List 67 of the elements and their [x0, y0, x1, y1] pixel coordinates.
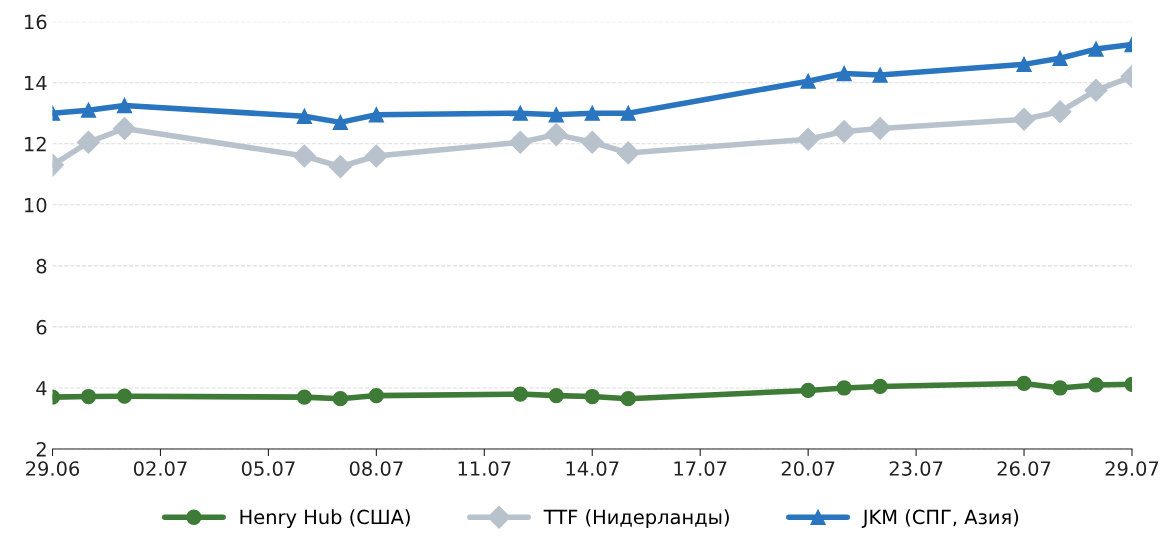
x-tick-label: 05.07 — [241, 461, 295, 476]
legend-label: TTF (Нидерланды) — [543, 509, 729, 529]
point — [1052, 50, 1068, 66]
x-tick-label: 20.07 — [781, 461, 835, 476]
x-tick-label: 26.07 — [997, 461, 1051, 476]
point — [584, 105, 600, 121]
point — [836, 380, 852, 396]
point — [368, 387, 384, 404]
point — [332, 114, 349, 131]
point — [796, 127, 820, 151]
point — [1016, 375, 1032, 392]
point — [868, 116, 892, 140]
point — [1084, 78, 1108, 102]
y-tick-label: 16 — [25, 14, 47, 30]
point — [512, 105, 528, 121]
point — [1088, 41, 1104, 57]
point — [548, 107, 564, 123]
x-tick-label: 08.07 — [349, 461, 403, 476]
point — [80, 388, 97, 405]
y-tick-label: 10 — [25, 197, 47, 213]
x-tick-label: 23.07 — [889, 461, 943, 476]
point — [1016, 56, 1032, 73]
point — [872, 67, 888, 83]
point — [112, 116, 136, 140]
point — [332, 391, 349, 407]
point — [328, 155, 352, 179]
point — [512, 386, 528, 402]
point — [296, 389, 313, 405]
point — [1088, 377, 1104, 393]
point — [872, 378, 888, 395]
point — [800, 382, 816, 399]
x-tick-label: 29.07 — [1105, 461, 1159, 476]
point — [616, 141, 640, 165]
point — [116, 388, 133, 404]
y-tick-label: 14 — [25, 75, 47, 91]
point — [544, 123, 568, 147]
point — [368, 107, 384, 123]
y-tick-label: 8 — [36, 258, 47, 274]
point — [1012, 107, 1036, 131]
point — [116, 97, 133, 114]
x-tick-label: 14.07 — [566, 461, 619, 476]
y-tick-label: 2 — [36, 441, 46, 457]
point — [364, 144, 388, 168]
x-tick-label: 02.07 — [133, 461, 187, 476]
point — [508, 130, 532, 154]
point — [832, 120, 856, 144]
y-tick-label: 4 — [36, 381, 47, 396]
y-tick-label: 6 — [36, 319, 47, 335]
point — [620, 391, 636, 407]
point — [296, 108, 313, 124]
point — [800, 73, 816, 89]
point — [620, 105, 636, 121]
x-tick-label: 17.07 — [674, 461, 727, 476]
point — [1048, 100, 1072, 124]
point — [548, 387, 564, 404]
y-tick-label: 12 — [25, 136, 46, 152]
point — [80, 102, 97, 118]
x-tick-label: 29.06 — [26, 461, 80, 476]
point — [76, 130, 100, 154]
point — [1052, 380, 1068, 396]
point — [584, 388, 600, 405]
point — [580, 130, 604, 154]
x-tick-label: 11.07 — [458, 461, 511, 476]
legend-label: Henry Hub (США) — [240, 509, 410, 529]
point — [836, 65, 852, 82]
point — [292, 144, 316, 168]
legend-label: JKM (СПГ, Азия) — [861, 509, 1019, 528]
